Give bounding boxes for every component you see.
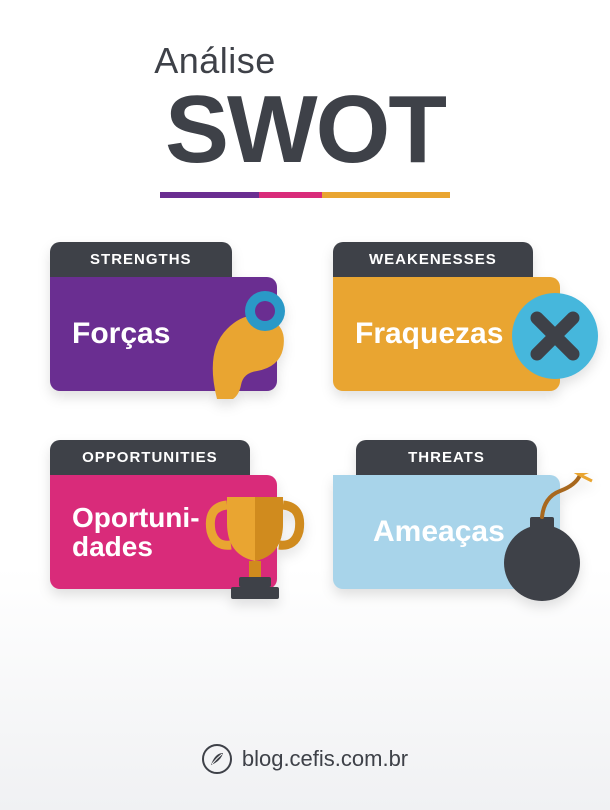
footer: blog.cefis.com.br [0, 744, 610, 774]
header: Análise SWOT [0, 0, 610, 198]
swot-grid: STRENGTHS Forças WEAKENESSES Fraquezas O… [0, 198, 610, 590]
card-head-weaknesses: WEAKENESSES [333, 242, 533, 277]
card-label-opportunities: Oportuni- dades [72, 503, 200, 562]
flex-arm-icon [187, 281, 297, 406]
card-head-threats: THREATS [356, 440, 538, 475]
bomb-icon [480, 473, 600, 608]
x-circle-icon [512, 293, 598, 384]
card-opportunities: OPPORTUNITIES Oportuni- dades [50, 440, 277, 590]
trophy-icon [205, 483, 305, 608]
footer-text: blog.cefis.com.br [242, 746, 408, 772]
card-threats: THREATS Ameaças [333, 440, 560, 590]
title-underline [160, 192, 450, 198]
card-label-strengths: Forças [72, 318, 170, 350]
card-head-opportunities: OPPORTUNITIES [50, 440, 250, 475]
leaf-logo-icon [202, 744, 232, 774]
card-label-weaknesses: Fraquezas [355, 318, 503, 350]
title: SWOT [0, 82, 610, 178]
card-weaknesses: WEAKENESSES Fraquezas [333, 242, 560, 392]
card-strengths: STRENGTHS Forças [50, 242, 277, 392]
card-head-strengths: STRENGTHS [50, 242, 232, 277]
